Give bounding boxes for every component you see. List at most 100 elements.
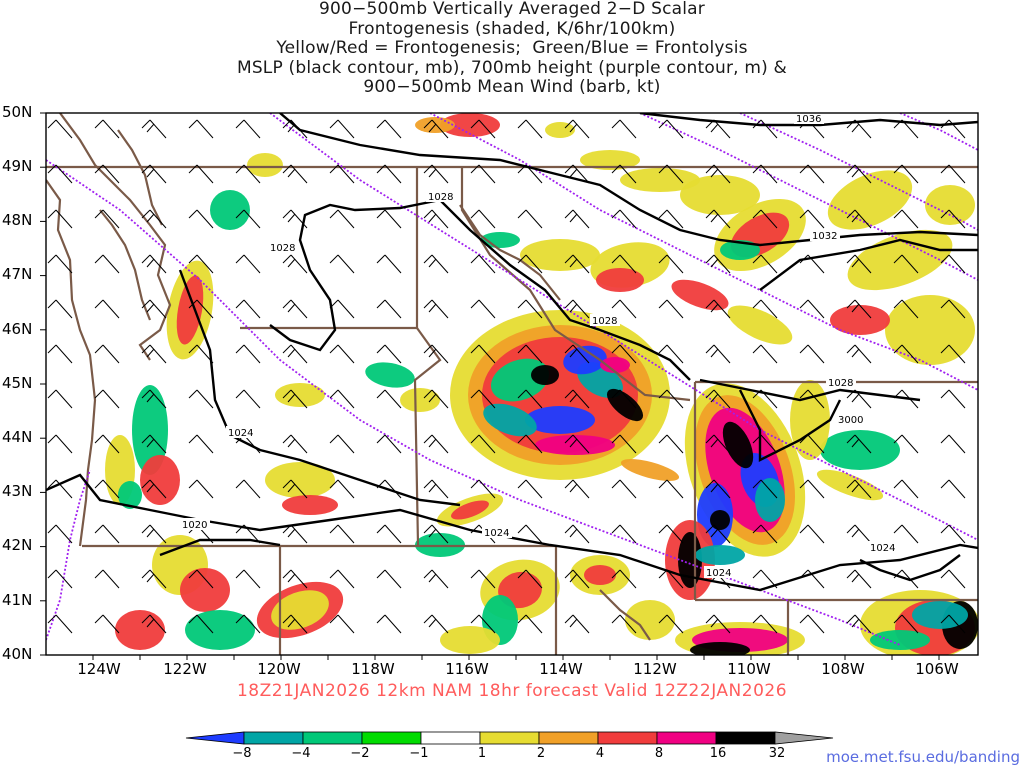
frontogenesis-cell <box>180 568 230 612</box>
colorbar-swatch <box>656 731 717 745</box>
height-contour <box>46 159 901 646</box>
colorbar-swatch <box>715 731 776 745</box>
wind-barb <box>423 119 449 139</box>
frontogenesis-cell <box>830 305 890 335</box>
wind-barb <box>940 524 966 544</box>
wind-barb <box>893 479 919 499</box>
wind-barb <box>235 614 261 634</box>
wind-barb <box>893 164 919 184</box>
title-line-1: 900−500mb Vertically Averaged 2−D Scalar <box>319 0 705 19</box>
wind-barb <box>611 479 637 499</box>
wind-barb <box>94 164 120 184</box>
frontogenesis-cell <box>531 365 559 385</box>
colorbar-swatch <box>420 731 481 745</box>
isobar-line <box>269 198 691 381</box>
coastline-segment <box>59 113 172 361</box>
wind-barb <box>658 254 684 274</box>
wind-barb <box>517 119 543 139</box>
wind-barb <box>799 164 825 184</box>
isobar-line <box>859 554 961 582</box>
wind-barb <box>188 299 214 319</box>
isobar-line <box>279 113 978 247</box>
wind-barb <box>846 569 872 589</box>
isobar-label: 1024 <box>870 543 895 554</box>
wind-barb <box>94 434 120 454</box>
lat-label-45n: 45N <box>2 374 33 392</box>
wind-barb <box>282 479 308 499</box>
wind-barb <box>94 569 120 589</box>
colorbar <box>185 731 834 745</box>
wind-barb <box>611 569 637 589</box>
wind-barb <box>329 254 355 274</box>
height-contour <box>46 469 91 641</box>
wind-barb <box>658 209 684 229</box>
lon-label-106w: 106W <box>915 660 959 678</box>
wind-barb <box>517 344 543 364</box>
title-line-4: MSLP (black contour, mb), 700mb height (… <box>236 57 788 78</box>
wind-barb <box>799 299 825 319</box>
isobar-line <box>759 238 978 291</box>
wind-barb <box>940 209 966 229</box>
wind-barb <box>893 119 919 139</box>
frontogenesis-cell <box>247 153 283 177</box>
frontogenesis-cell <box>440 626 500 654</box>
wind-barb <box>376 344 402 364</box>
frontogenesis-cell <box>755 478 785 522</box>
wind-barb <box>470 479 496 499</box>
wind-barb <box>282 569 308 589</box>
wind-barb <box>423 299 449 319</box>
state-border-line <box>413 327 442 546</box>
colorbar-arrow-left <box>185 731 245 745</box>
wind-barb <box>799 479 825 499</box>
lat-label-47n: 47N <box>2 265 33 283</box>
wind-barb <box>329 344 355 364</box>
wind-barb <box>188 569 214 589</box>
wind-barb <box>752 299 778 319</box>
wind-barb <box>423 344 449 364</box>
isobar-label: 1036 <box>796 114 821 125</box>
lon-label-108w: 108W <box>821 660 865 678</box>
wind-barb <box>658 389 684 409</box>
frontogenesis-cell <box>912 601 968 629</box>
frontogenesis-cell <box>690 642 750 655</box>
frontogenesis-cell <box>620 168 700 192</box>
wind-barb <box>611 254 637 274</box>
wind-barb <box>846 299 872 319</box>
wind-barb <box>611 434 637 454</box>
wind-barb <box>47 614 73 634</box>
wind-barb <box>282 389 308 409</box>
wind-barb <box>658 119 684 139</box>
wind-barb <box>282 614 308 634</box>
lat-label-49n: 49N <box>2 157 33 175</box>
frontogenesis-cell <box>535 435 615 455</box>
lon-label-122w: 122W <box>163 660 207 678</box>
wind-barb <box>376 614 402 634</box>
isobar-line <box>639 113 978 127</box>
wind-barb <box>188 119 214 139</box>
wind-barb <box>423 524 449 544</box>
frontogenesis-cell <box>885 295 975 365</box>
lon-label-110w: 110W <box>727 660 771 678</box>
wind-barb <box>564 389 590 409</box>
isobar-label: 1028 <box>428 192 453 203</box>
wind-barb <box>329 299 355 319</box>
isobar-line <box>738 389 842 462</box>
wind-barb <box>188 479 214 499</box>
lat-label-46n: 46N <box>2 320 33 338</box>
wind-barb <box>752 344 778 364</box>
wind-barb <box>893 434 919 454</box>
frontogenesis-cell <box>525 406 595 434</box>
colorbar-swatch <box>597 731 658 745</box>
lat-label-42n: 42N <box>2 536 33 554</box>
wind-barb <box>470 119 496 139</box>
wind-barb <box>141 299 167 319</box>
wind-barb <box>705 524 731 544</box>
wind-barb <box>705 299 731 319</box>
map-title: 900−500mb Vertically Averaged 2−D Scalar… <box>0 0 1024 98</box>
forecast-valid-line: 18Z21JAN2026 12km NAM 18hr forecast Vali… <box>236 681 788 701</box>
wind-barb <box>282 299 308 319</box>
colorbar-label: 4 <box>595 746 605 761</box>
height-contour <box>899 113 978 151</box>
frontogenesis-cell <box>870 630 930 650</box>
